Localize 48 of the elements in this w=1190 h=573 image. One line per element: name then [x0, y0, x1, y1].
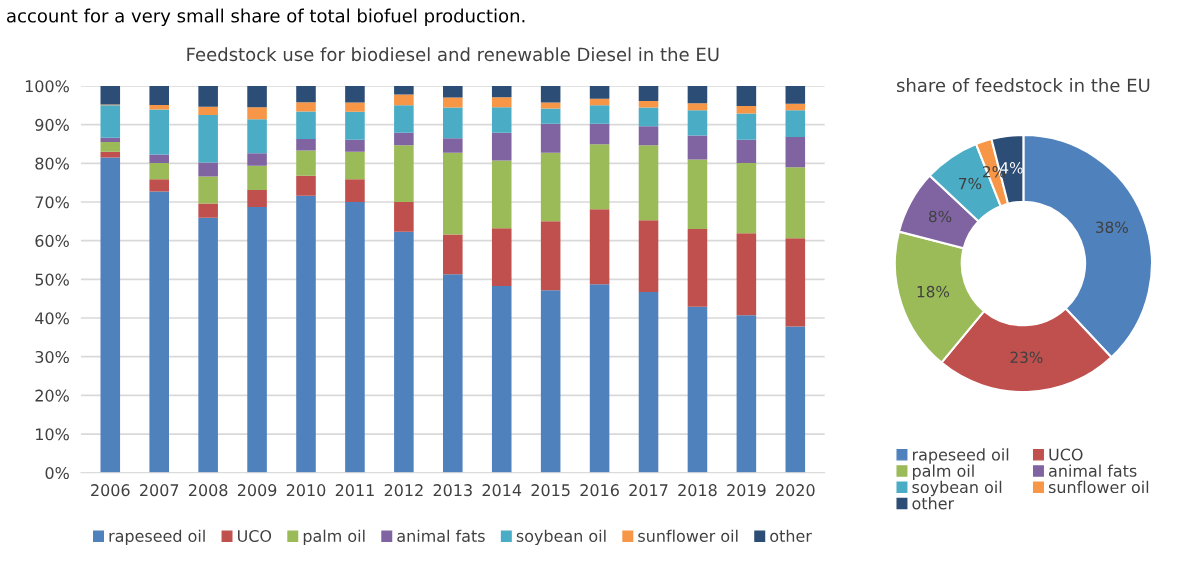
x-tick-label: 2020 [776, 484, 815, 497]
legend-label: rapeseed oil [109, 529, 205, 546]
legend-label: UCO [1049, 448, 1083, 461]
y-tick-label: 40% [35, 312, 69, 325]
legend-label: soybean oil [912, 480, 1002, 497]
x-tick-label: 2007 [140, 484, 179, 497]
x-tick-label: 2017 [629, 484, 668, 497]
x-tick-label: 2019 [727, 484, 766, 497]
y-tick-label: 10% [36, 428, 69, 441]
x-tick-label: 2006 [91, 484, 130, 497]
legend-label: soybean oil [516, 529, 606, 546]
y-tick-label: 30% [35, 350, 69, 363]
data-label: 38% [1096, 221, 1128, 233]
legend-label: rapeseed oil [913, 448, 1009, 464]
y-tick-label: 60% [35, 234, 69, 247]
y-tick-label: 80% [35, 157, 69, 170]
x-tick-label: 2014 [482, 484, 522, 497]
chart-title: Feedstock use for biodiesel and renewable Diesel in the EU [187, 47, 719, 62]
x-tick-label: 2009 [237, 484, 277, 497]
x-tick-label: 2013 [433, 484, 472, 497]
legend-label: animal fats [1049, 464, 1137, 477]
x-tick-label: 2011 [335, 484, 374, 497]
legend-label: UCO [237, 529, 272, 543]
y-tick-label: 0% [45, 466, 69, 480]
x-tick-label: 2008 [188, 484, 228, 497]
legend-label: other [770, 529, 812, 543]
y-tick-label: 100% [25, 80, 69, 93]
text: account for a very small share of total biofuel production. [7, 8, 525, 27]
data-label: 7% [959, 177, 982, 190]
x-tick-label: 2016 [580, 484, 619, 497]
y-tick-label: 50% [35, 273, 69, 286]
x-tick-label: 2018 [678, 484, 717, 497]
y-tick-label: 70% [35, 196, 69, 209]
x-tick-label: 2015 [531, 484, 570, 497]
x-tick-label: 2012 [384, 484, 423, 497]
chart-title: share of feedstock in the EU [896, 78, 1150, 93]
legend-label: animal fats [397, 529, 485, 543]
data-label: 23% [1010, 351, 1043, 364]
data-label: 8% [928, 210, 952, 223]
x-tick-label: 2010 [286, 484, 326, 497]
legend-label: palm oil [913, 464, 974, 480]
legend-label: other [912, 497, 955, 510]
legend-label: sunflower oil [1048, 480, 1149, 494]
y-tick-label: 90% [35, 118, 69, 131]
y-tick-label: 20% [35, 389, 69, 402]
legend-label: sunflower oil [638, 529, 738, 543]
data-label: 18% [917, 285, 950, 298]
legend-label: palm oil [303, 529, 365, 546]
